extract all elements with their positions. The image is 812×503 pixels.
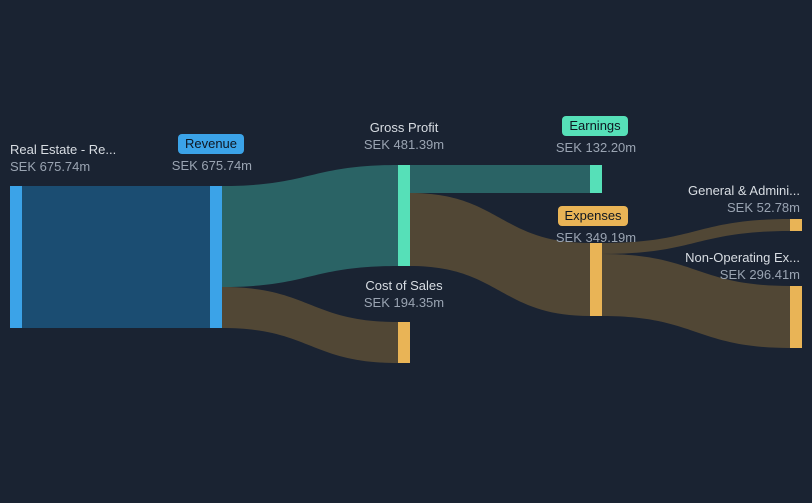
- node-label: Non-Operating Ex...: [685, 250, 800, 265]
- node-label: Revenue: [185, 136, 237, 151]
- sankey-link: [22, 186, 210, 328]
- node-value: SEK 194.35m: [364, 295, 444, 310]
- sankey-node-cost_of_sales: [398, 322, 410, 363]
- node-label: Real Estate - Re...: [10, 142, 116, 157]
- node-label: Expenses: [564, 208, 622, 223]
- node-value: SEK 296.41m: [720, 267, 800, 282]
- sankey-node-real_estate: [10, 186, 22, 328]
- sankey-link: [410, 165, 590, 193]
- sankey-chart: Real Estate - Re... SEK 675.74m Revenue SEK…: [0, 0, 812, 503]
- node-value: SEK 675.74m: [172, 158, 252, 173]
- node-label: General & Admini...: [688, 183, 800, 198]
- node-value: SEK 675.74m: [10, 159, 90, 174]
- node-label: Gross Profit: [370, 120, 439, 135]
- node-value: SEK 349.19m: [556, 230, 636, 245]
- sankey-link: [222, 165, 398, 287]
- sankey-node-non_operating: [790, 286, 802, 348]
- node-value: SEK 132.20m: [556, 140, 636, 155]
- node-label: Cost of Sales: [365, 278, 443, 293]
- sankey-node-expenses: [590, 243, 602, 316]
- sankey-node-revenue: [210, 186, 222, 328]
- node-value: SEK 52.78m: [727, 200, 800, 215]
- sankey-node-general_admin: [790, 219, 802, 231]
- node-label: Earnings: [569, 118, 621, 133]
- sankey-node-gross_profit: [398, 165, 410, 266]
- node-value: SEK 481.39m: [364, 137, 444, 152]
- sankey-node-earnings: [590, 165, 602, 193]
